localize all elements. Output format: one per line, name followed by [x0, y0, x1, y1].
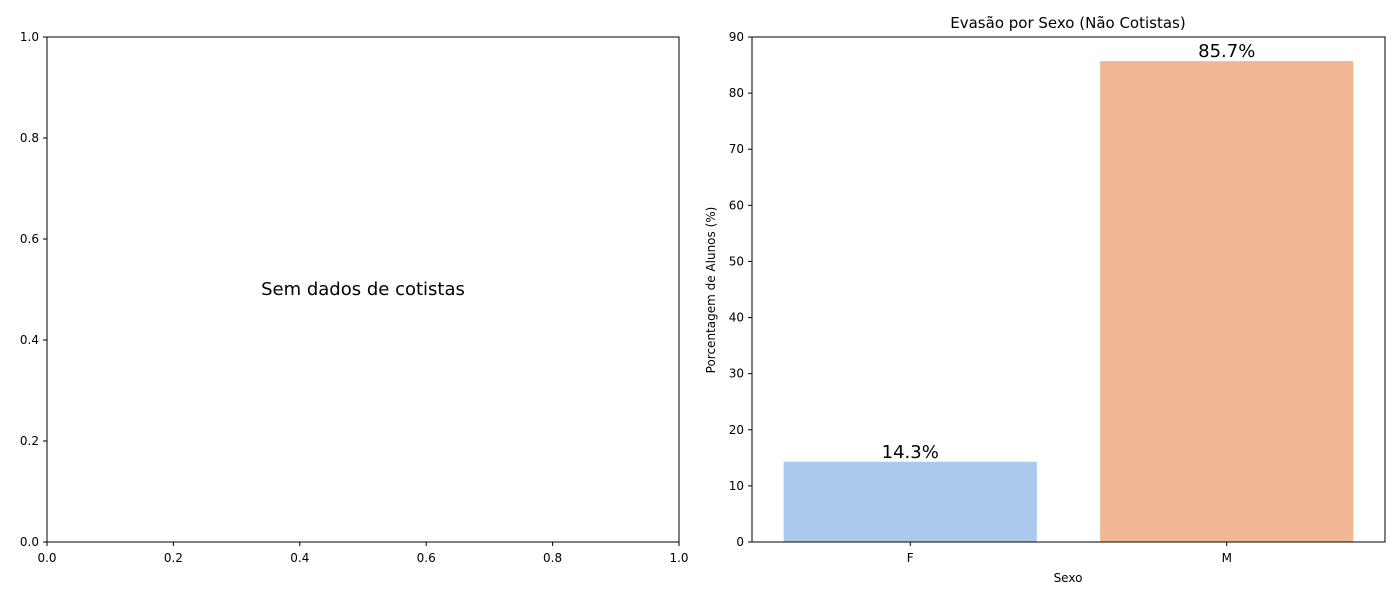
y-tick-label: 60 — [729, 198, 744, 212]
x-tick-label: 0.0 — [37, 551, 56, 565]
y-tick-label: 30 — [729, 367, 744, 381]
y-tick-label: 1.0 — [20, 30, 39, 44]
y-tick-label: 20 — [729, 423, 744, 437]
x-tick-label: 1.0 — [669, 551, 688, 565]
left-x-ticks: 0.0 0.2 0.4 0.6 0.8 1.0 — [37, 542, 689, 565]
x-tick-label: 0.6 — [417, 551, 436, 565]
bar-value-label: 14.3% — [882, 442, 939, 463]
y-tick-label: 70 — [729, 142, 744, 156]
y-tick-label: 0.8 — [20, 131, 39, 145]
x-tick-label: 0.8 — [543, 551, 562, 565]
bars: 14.3% 85.7% — [783, 41, 1354, 542]
y-tick-label: 0.4 — [20, 333, 39, 347]
x-tick-label: M — [1222, 551, 1232, 565]
right-chart-panel: Evasão por Sexo (Não Cotistas) 14.3% 85.7… — [704, 14, 1386, 585]
y-tick-label: 0.2 — [20, 434, 39, 448]
bar-value-label: 85.7% — [1198, 41, 1255, 62]
y-tick-label: 0 — [736, 535, 744, 549]
y-axis-label: Porcentagem de Alunos (%) — [704, 207, 718, 374]
y-tick-label: 0.0 — [20, 535, 39, 549]
right-y-ticks: 0 10 20 30 40 50 60 70 80 90 — [729, 30, 752, 549]
no-data-message: Sem dados de cotistas — [261, 279, 465, 300]
y-tick-label: 50 — [729, 254, 744, 268]
y-tick-label: 40 — [729, 311, 744, 325]
left-y-ticks: 0.0 0.2 0.4 0.6 0.8 1.0 — [20, 30, 47, 549]
x-tick-label: 0.4 — [290, 551, 309, 565]
y-tick-label: 90 — [729, 30, 744, 44]
x-tick-label: F — [907, 551, 914, 565]
x-axis-label: Sexo — [1054, 571, 1083, 585]
bar-f — [783, 461, 1037, 542]
left-axes-frame — [46, 36, 680, 543]
y-tick-label: 80 — [729, 86, 744, 100]
x-tick-label: 0.2 — [164, 551, 183, 565]
y-tick-label: 0.6 — [20, 232, 39, 246]
left-chart-panel: Sem dados de cotistas 0.0 0.2 0.4 0.6 0.8 1.0… — [20, 30, 689, 565]
bar-m — [1100, 61, 1354, 542]
right-axes-frame — [751, 36, 1386, 543]
chart-title: Evasão por Sexo (Não Cotistas) — [950, 14, 1185, 32]
y-tick-label: 10 — [729, 479, 744, 493]
